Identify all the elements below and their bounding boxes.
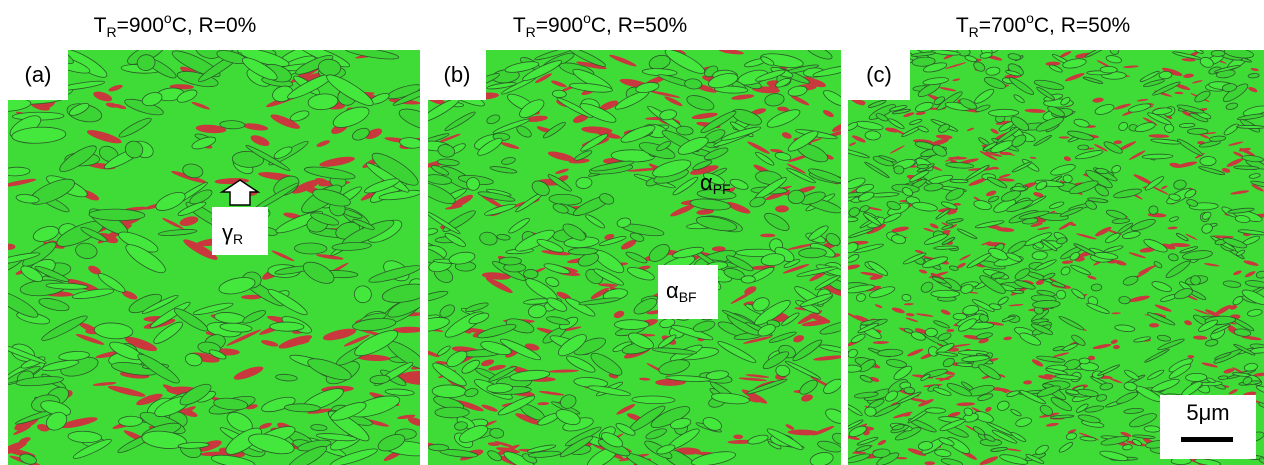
ferrite-grain <box>614 320 649 330</box>
title-part: =900 <box>117 14 164 37</box>
ferrite-grain <box>931 290 960 297</box>
panel-label: (c) <box>866 62 892 87</box>
ferrite-grain <box>1185 373 1206 382</box>
micrograph <box>408 43 854 465</box>
panel-title: TR=900oC, R=50% <box>513 10 687 40</box>
ferrite-grain <box>1100 66 1117 73</box>
annotation-sub: R <box>233 231 243 247</box>
ferrite-grain <box>1236 125 1264 128</box>
scale-bar <box>1181 437 1233 442</box>
title-part: T <box>956 14 969 37</box>
ferrite-grain <box>917 164 929 168</box>
ferrite-grain <box>865 130 881 140</box>
ferrite-grain <box>1012 290 1024 293</box>
ferrite-grain <box>799 248 827 258</box>
ferrite-grain <box>1091 284 1102 292</box>
title-part: =900 <box>536 14 583 37</box>
title-part: T <box>513 14 526 37</box>
ferrite-grain <box>741 276 755 284</box>
ferrite-grain <box>988 109 1018 117</box>
annotation-sub: BF <box>679 289 697 305</box>
ferrite-grain <box>1218 376 1228 380</box>
panel-title: TR=900oC, R=0% <box>94 10 257 40</box>
ferrite-grain <box>1211 50 1225 56</box>
title-part: C, R=50% <box>591 14 687 37</box>
ferrite-grain <box>953 313 967 320</box>
scale-bar-label: 5μm <box>1186 400 1229 425</box>
ferrite-grain <box>950 179 968 183</box>
ferrite-grain <box>1187 128 1208 134</box>
retained-austenite <box>760 234 775 238</box>
title-sup: o <box>164 10 172 26</box>
ferrite-grain <box>1078 145 1089 150</box>
figure: TR=900oC, R=0% TR=900oC, R=50% TR=700oC,… <box>0 0 1264 465</box>
ferrite-grain <box>1200 156 1216 166</box>
annotation-symbol: α <box>700 170 713 195</box>
panel-label: (a) <box>25 62 52 87</box>
ferrite-grain <box>841 217 858 222</box>
ferrite-grain <box>1079 358 1090 364</box>
ferrite-grain <box>1012 186 1026 191</box>
title-sub: R <box>106 24 116 40</box>
ferrite-grain <box>1142 154 1173 159</box>
annotation-symbol: γ <box>222 220 233 245</box>
ferrite-grain <box>499 257 522 265</box>
page: {"panels": [ {"title": ["T", "R", "=900"… <box>0 0 1264 465</box>
ferrite-grain <box>925 408 946 414</box>
ferrite-grain <box>435 407 469 418</box>
ferrite-grain <box>925 328 937 337</box>
title-part: C, R=0% <box>172 14 257 37</box>
title-part: C, R=50% <box>1034 14 1130 37</box>
title-part: T <box>94 14 107 37</box>
ferrite-grain <box>294 243 327 255</box>
ferrite-grain <box>523 269 538 278</box>
ferrite-grain <box>894 166 904 175</box>
title-sub: R <box>969 24 979 40</box>
ferrite-grain <box>842 365 861 372</box>
ferrite-grain <box>270 322 304 331</box>
title-part: =700 <box>979 14 1026 37</box>
annotation-symbol: α <box>666 278 679 303</box>
ferrite-grain <box>1032 251 1048 260</box>
panel-label: (b) <box>444 62 471 87</box>
title-sup: o <box>583 10 591 26</box>
annotation-sub: PF <box>713 181 731 197</box>
ferrite-grain <box>428 444 449 451</box>
title-sup: o <box>1026 10 1034 26</box>
panel-title: TR=700oC, R=50% <box>956 10 1130 40</box>
ferrite-grain <box>432 385 466 398</box>
title-sub: R <box>526 24 536 40</box>
